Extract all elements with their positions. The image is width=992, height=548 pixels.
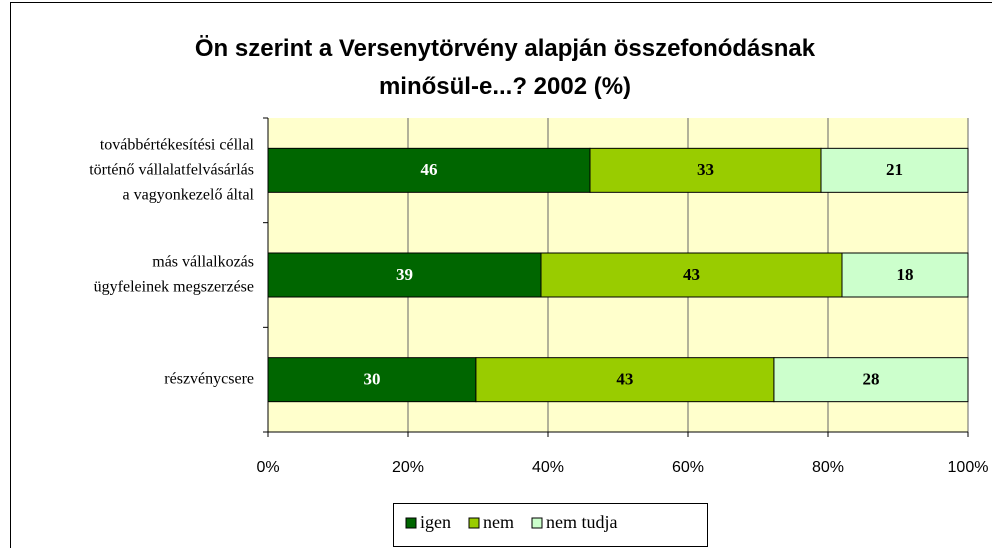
x-tick-label: 60% <box>672 459 704 476</box>
y-tick-label: más vállalkozás ügyfeleinek megszerzése <box>94 253 254 295</box>
legend-box <box>393 503 708 547</box>
legend: igen nem nem tudja <box>393 503 708 547</box>
data-label: 43 <box>683 265 700 284</box>
bar <box>540 252 843 298</box>
data-label: 18 <box>897 265 914 284</box>
data-label: 39 <box>396 265 413 284</box>
bar <box>841 252 969 298</box>
data-label: 43 <box>616 370 633 389</box>
bar <box>267 357 477 403</box>
bar <box>820 147 969 193</box>
x-tick-label: 100% <box>948 459 989 476</box>
bar <box>589 147 822 193</box>
chart-title: Ön szerint a Versenytörvény alapján össz… <box>195 35 816 100</box>
x-tick-label: 20% <box>392 459 424 476</box>
legend-label: nem <box>483 512 514 532</box>
x-tick-label: 0% <box>256 459 279 476</box>
data-label: 33 <box>697 160 714 179</box>
legend-swatch <box>468 517 480 529</box>
bar <box>267 147 591 193</box>
x-tick-label: 80% <box>812 459 844 476</box>
legend-label: igen <box>420 512 451 532</box>
data-label: 28 <box>862 370 879 389</box>
y-tick-label: továbbértékesítési céllal történő vállala… <box>89 136 254 203</box>
bar <box>475 357 775 403</box>
y-tick-label: részvénycsere <box>164 370 254 387</box>
data-label: 46 <box>421 160 438 179</box>
legend-swatch <box>405 517 417 529</box>
legend-swatch <box>531 517 543 529</box>
bar <box>773 357 969 403</box>
data-label: 21 <box>886 160 903 179</box>
legend-label: nem tudja <box>546 512 617 532</box>
data-label: 30 <box>363 370 380 389</box>
bar <box>267 252 542 298</box>
x-tick-label: 40% <box>532 459 564 476</box>
